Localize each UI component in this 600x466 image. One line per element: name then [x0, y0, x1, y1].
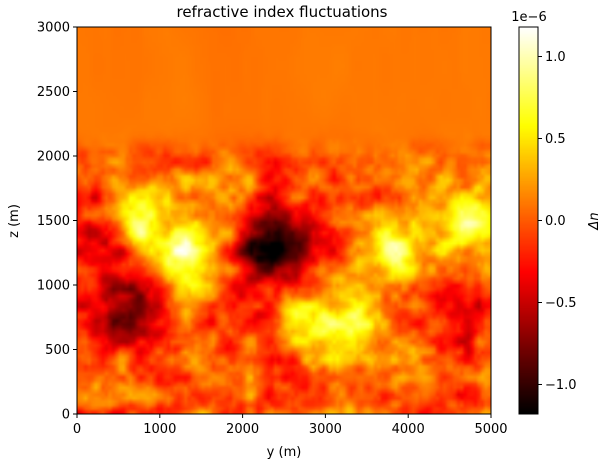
- x-tick-label: 4000: [392, 422, 425, 437]
- x-tick-label: 0: [73, 422, 81, 437]
- y-tick-label: 1500: [37, 214, 70, 229]
- y-axis-ticks: 0 500 1000 1500 2000 2500 3000: [37, 21, 77, 423]
- colorbar-tick-label: −0.5: [545, 296, 577, 311]
- colorbar-tick-label: 1.0: [545, 50, 566, 65]
- colorbar-image: [519, 27, 538, 414]
- heatmap: [77, 27, 491, 414]
- y-tick-label: 3000: [37, 21, 70, 36]
- y-tick-label: 0: [62, 408, 70, 423]
- colorbar-ticks: −1.0 −0.5 0.0 0.5 1.0: [538, 50, 577, 393]
- colorbar: −1.0 −0.5 0.0 0.5 1.0 1e−6 Δn: [511, 10, 600, 415]
- colorbar-tick-label: −1.0: [545, 378, 577, 393]
- x-tick-label: 2000: [226, 422, 259, 437]
- heatmap-image: [77, 27, 491, 414]
- y-axis-label: z (m): [7, 204, 22, 238]
- x-tick-label: 3000: [309, 422, 342, 437]
- colorbar-tick-label: 0.5: [545, 132, 566, 147]
- colorbar-tick-label: 0.0: [545, 214, 566, 229]
- x-tick-label: 5000: [474, 422, 507, 437]
- colorbar-multiplier: 1e−6: [511, 10, 546, 25]
- y-tick-label: 2500: [37, 85, 70, 100]
- y-tick-label: 500: [45, 343, 70, 358]
- y-tick-label: 1000: [37, 279, 70, 294]
- y-tick-label: 2000: [37, 150, 70, 165]
- x-tick-label: 1000: [143, 422, 176, 437]
- x-axis-label: y (m): [267, 445, 302, 460]
- colorbar-label: Δn: [587, 212, 600, 230]
- x-axis-ticks: 0 1000 2000 3000 4000 5000: [73, 414, 508, 437]
- chart-title: refractive index fluctuations: [176, 3, 387, 21]
